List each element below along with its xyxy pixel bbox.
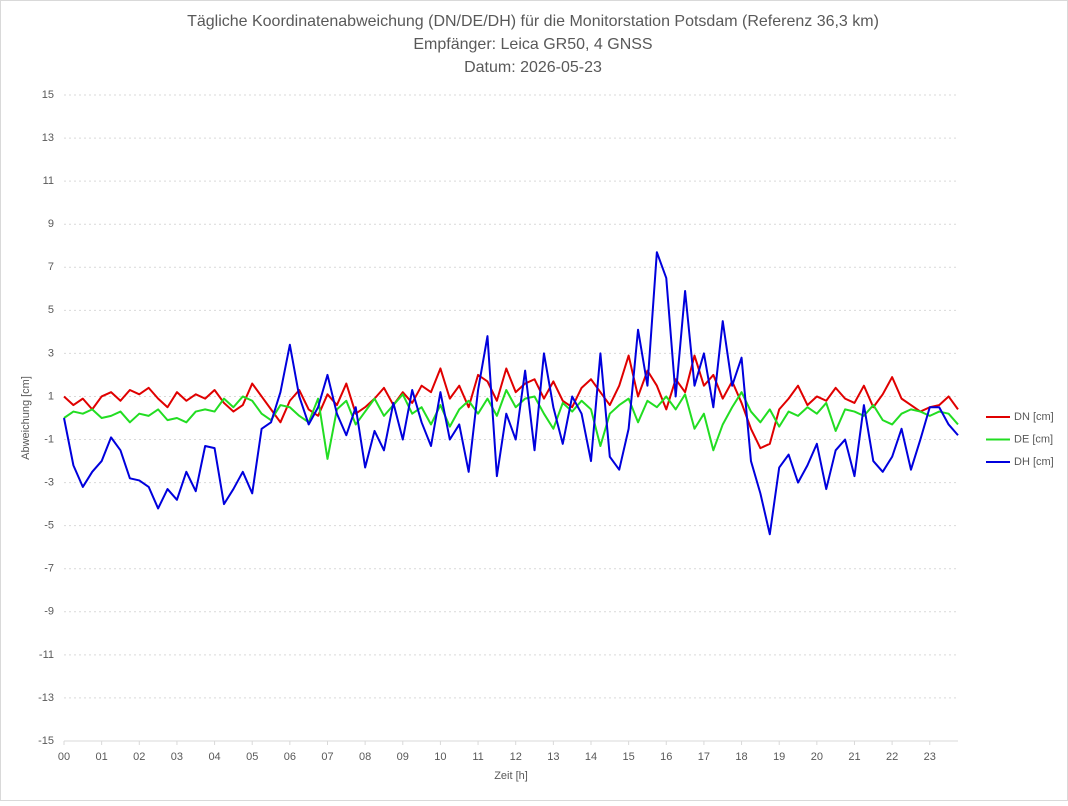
x-tick-label: 21	[848, 751, 860, 763]
x-tick-label: 04	[208, 751, 220, 763]
y-tick-label: -7	[44, 563, 54, 575]
series-line	[63, 251, 959, 536]
x-tick-label: 14	[585, 751, 597, 763]
x-tick-label: 11	[472, 751, 483, 763]
y-tick-label: -11	[39, 649, 54, 661]
legend-label: DE [cm]	[1014, 433, 1053, 445]
x-tick-label: 00	[58, 751, 70, 763]
x-tick-label: 01	[96, 751, 108, 763]
x-tick-label: 12	[510, 751, 522, 763]
x-tick-label: 23	[924, 751, 936, 763]
legend-label: DH [cm]	[1014, 456, 1054, 468]
y-tick-label: -1	[44, 433, 54, 445]
y-axis-label: Abweichung [cm]	[20, 376, 32, 460]
series-line	[63, 389, 959, 460]
x-tick-label: 19	[773, 751, 785, 763]
x-tick-label: 08	[359, 751, 371, 763]
y-tick-label: 9	[48, 218, 54, 230]
y-tick-label: -15	[38, 735, 54, 747]
x-tick-label: 18	[735, 751, 747, 763]
x-tick-label: 02	[133, 751, 145, 763]
legend-label: DN [cm]	[1014, 411, 1054, 423]
x-tick-label: 13	[547, 751, 559, 763]
x-tick-label: 06	[284, 751, 296, 763]
y-tick-label: -3	[44, 477, 54, 489]
y-tick-label: -9	[44, 606, 54, 618]
x-axis-label: Zeit [h]	[494, 770, 528, 782]
y-tick-label: 11	[43, 175, 54, 187]
x-tick-label: 10	[434, 751, 446, 763]
x-tick-label: 22	[886, 751, 898, 763]
y-tick-label: -13	[38, 692, 54, 704]
chart-date: Datum: 2026-05-23	[464, 59, 602, 76]
y-tick-label: 3	[48, 347, 54, 359]
series-line	[63, 354, 959, 450]
x-tick-label: 07	[321, 751, 333, 763]
chart-subtitle: Empfänger: Leica GR50, 4 GNSS	[413, 36, 652, 53]
x-tick-label: 15	[623, 751, 635, 763]
y-tick-label: 15	[42, 89, 54, 101]
x-tick-label: 09	[397, 751, 409, 763]
x-tick-label: 03	[171, 751, 183, 763]
x-tick-label: 17	[698, 751, 710, 763]
y-tick-label: 7	[48, 261, 54, 273]
y-tick-label: 13	[42, 132, 54, 144]
x-tick-label: 05	[246, 751, 258, 763]
y-tick-label: 5	[48, 304, 54, 316]
y-tick-label: -5	[44, 520, 54, 532]
chart-title: Tägliche Koordinatenabweichung (DN/DE/DH…	[187, 13, 879, 30]
x-tick-label: 20	[811, 751, 823, 763]
x-tick-label: 16	[660, 751, 672, 763]
y-tick-label: 1	[48, 390, 54, 402]
